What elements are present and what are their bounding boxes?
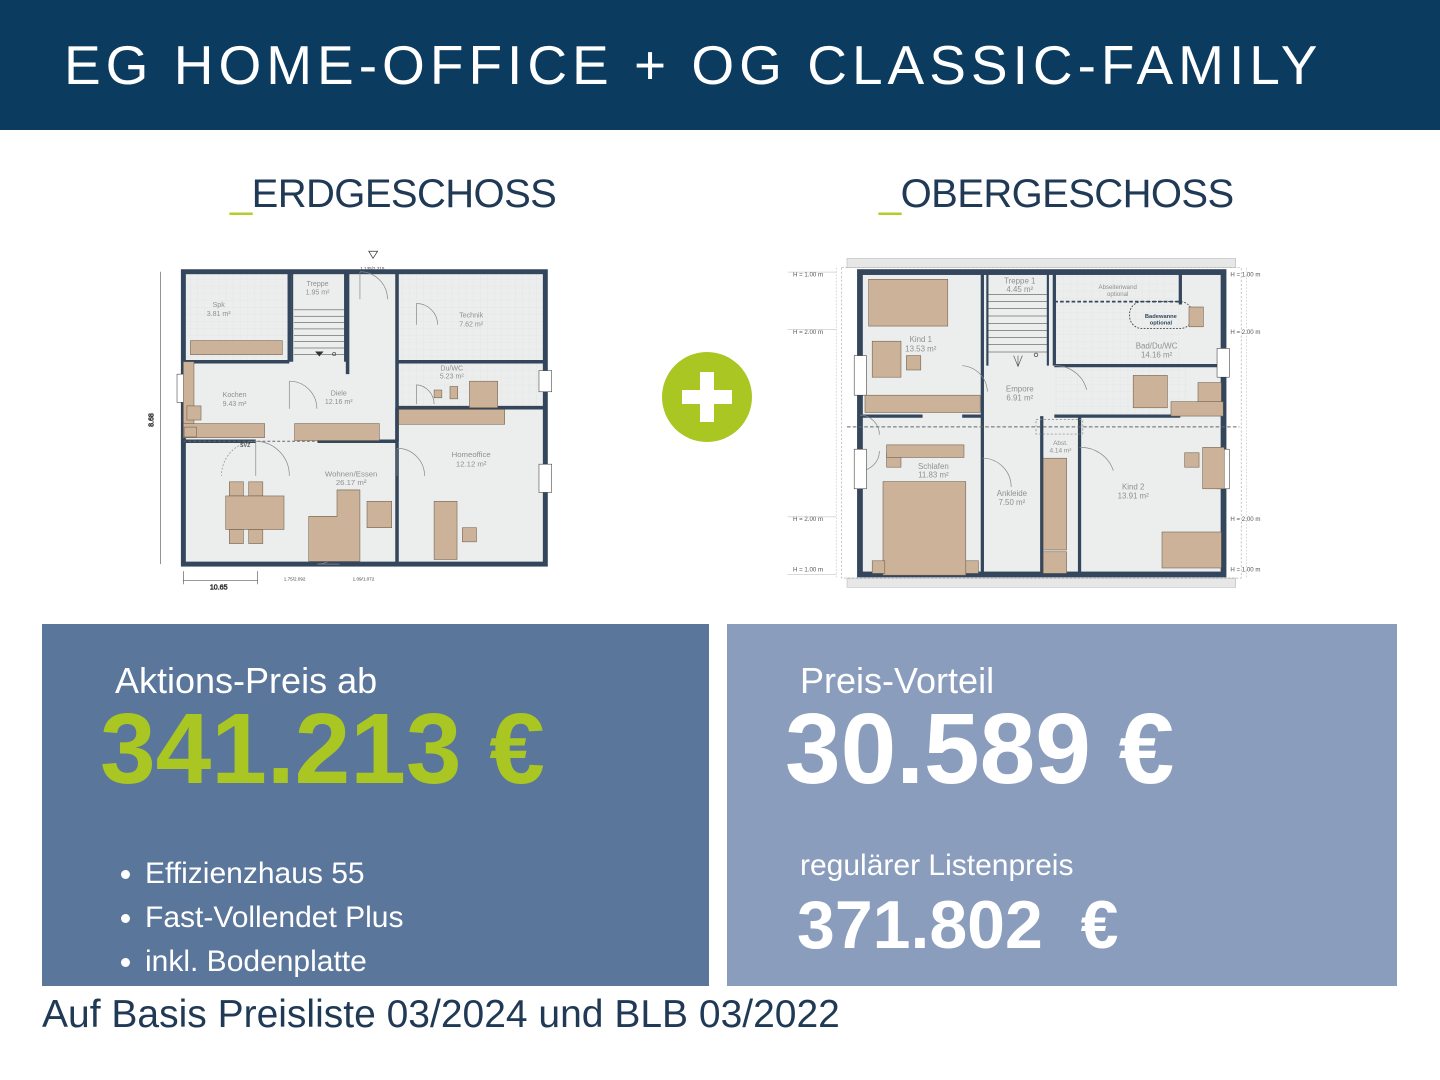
svg-text:7.50 m²: 7.50 m² [998, 498, 1025, 507]
svg-text:4.45 m²: 4.45 m² [1006, 285, 1033, 294]
svg-text:1.135/2.215: 1.135/2.215 [360, 266, 385, 271]
svg-text:Kind 1: Kind 1 [910, 335, 933, 344]
svg-text:13.91 m²: 13.91 m² [1118, 492, 1150, 501]
svg-text:H = 1.00 m: H = 1.00 m [1230, 271, 1260, 278]
svg-text:H = 2.00 m: H = 2.00 m [793, 516, 823, 523]
svg-text:SVZ: SVZ [240, 443, 251, 449]
svg-text:Treppe: Treppe [306, 281, 328, 288]
svg-text:Badewanne: Badewanne [1145, 314, 1177, 320]
svg-text:Bad/Du/WC: Bad/Du/WC [1136, 341, 1178, 350]
svg-text:1.75/2.092: 1.75/2.092 [283, 577, 305, 582]
svg-text:Treppe 1: Treppe 1 [1004, 277, 1036, 286]
svg-text:7.62 m²: 7.62 m² [459, 322, 484, 329]
svg-text:H = 2.00 m: H = 2.00 m [793, 329, 823, 336]
svg-text:9.43 m²: 9.43 m² [222, 401, 247, 408]
svg-text:26.17 m²: 26.17 m² [335, 478, 366, 487]
svg-text:Ankleide: Ankleide [997, 489, 1028, 498]
svg-text:Kochen: Kochen [222, 392, 246, 399]
svg-text:Empore: Empore [1006, 385, 1034, 394]
svg-text:H = 1.00 m: H = 1.00 m [793, 271, 823, 278]
svg-text:1.95 m²: 1.95 m² [305, 290, 330, 297]
svg-text:H = 1.00 m: H = 1.00 m [1230, 567, 1260, 574]
svg-text:11.83 m²: 11.83 m² [918, 471, 949, 480]
svg-text:H = 2.00 m: H = 2.00 m [1230, 329, 1260, 336]
svg-text:Abseitenwand: Abseitenwand [1099, 284, 1137, 291]
svg-text:Schlafen: Schlafen [918, 462, 949, 471]
svg-text:Wohnen/Essen: Wohnen/Essen [324, 470, 376, 479]
svg-text:Du/WC: Du/WC [440, 366, 463, 373]
svg-text:Technik: Technik [459, 313, 483, 320]
svg-text:Kind 2: Kind 2 [1122, 483, 1144, 492]
svg-text:3.81 m²: 3.81 m² [206, 311, 231, 318]
svg-text:10.65: 10.65 [209, 585, 227, 592]
svg-text:Abst.: Abst. [1053, 440, 1068, 447]
svg-text:H = 1.00 m: H = 1.00 m [793, 567, 823, 574]
svg-text:Spk: Spk [212, 302, 225, 309]
svg-text:4.14 m²: 4.14 m² [1049, 447, 1072, 454]
svg-text:Diele: Diele [330, 391, 346, 398]
svg-text:optional: optional [1150, 320, 1173, 326]
svg-text:12.16 m²: 12.16 m² [324, 399, 352, 406]
svg-text:Homeoffice: Homeoffice [451, 450, 490, 459]
svg-text:5.23 m²: 5.23 m² [439, 374, 464, 381]
svg-text:1.09/1.072: 1.09/1.072 [352, 577, 374, 582]
svg-text:6.91 m²: 6.91 m² [1006, 394, 1033, 403]
svg-text:H = 2.00 m: H = 2.00 m [1230, 516, 1260, 523]
svg-text:13.53 m²: 13.53 m² [905, 344, 937, 353]
svg-text:optional: optional [1107, 291, 1128, 298]
svg-text:12.12 m²: 12.12 m² [455, 460, 486, 469]
svg-text:14.16 m²: 14.16 m² [1141, 350, 1173, 359]
svg-text:8.68: 8.68 [148, 413, 155, 427]
